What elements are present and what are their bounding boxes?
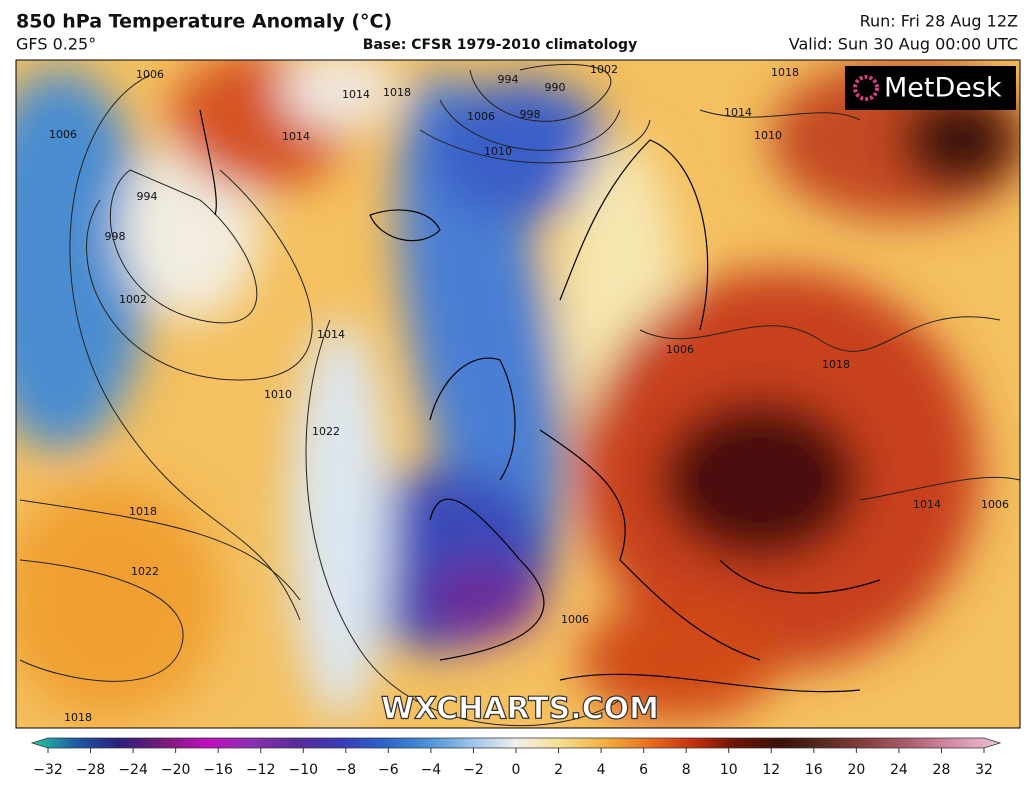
isobar-label: 1018 (383, 86, 411, 99)
colorbar-tick-label: −32 (33, 762, 63, 778)
base: Base: CFSR 1979-2010 climatology (363, 37, 637, 53)
colorbar-tick-label: −8 (335, 762, 356, 778)
colorbar-tick-label: 10 (720, 762, 738, 778)
isobar-label: 1018 (129, 505, 157, 518)
colorbar-tick-label: −6 (378, 762, 399, 778)
colorbar-tick-label: 2 (554, 762, 563, 778)
isobar-label: 998 (520, 108, 541, 121)
colorbar-tick-label: 24 (890, 762, 908, 778)
isobar-label: 998 (105, 230, 126, 243)
colorbar-tick-label: −4 (421, 762, 442, 778)
isobar-label: 1018 (64, 711, 92, 724)
isobar-label: 1018 (822, 358, 850, 371)
logo-box (845, 66, 1016, 110)
isobar-label: 1006 (136, 68, 164, 81)
map: 1006101499499810021010101410221018102210… (16, 60, 1020, 728)
colorbar-tick-label: 12 (762, 762, 780, 778)
colorbar (30, 737, 1002, 749)
watermark: WXCHARTS.COM (381, 692, 659, 727)
isobar-label: 1014 (342, 88, 370, 101)
isobar-label: 1014 (282, 130, 310, 143)
model: GFS 0.25° (16, 35, 96, 54)
isobar-label: 1006 (467, 110, 495, 123)
colorbar-tick-label: 0 (512, 762, 521, 778)
isobar-label: 1014 (317, 328, 345, 341)
isobar-label: 1018 (771, 66, 799, 79)
run: Run: Fri 28 Aug 12Z (860, 12, 1018, 31)
isobar-label: 1022 (131, 565, 159, 578)
isobar-label: 1006 (981, 498, 1009, 511)
map-frame (15, 59, 1021, 729)
isobar-label: 1022 (312, 425, 340, 438)
isobar-label: 990 (545, 81, 566, 94)
title: 850 hPa Temperature Anomaly (°C) (16, 11, 392, 33)
colorbar-tick-label: −24 (118, 762, 148, 778)
colorbar-tick-label: −12 (246, 762, 276, 778)
isobar-label: 1002 (590, 63, 618, 76)
isobar-label: 1014 (724, 106, 752, 119)
logo: MetDesk (884, 73, 1002, 104)
isobar-label: 1006 (666, 343, 694, 356)
colorbar-tick-label: −20 (161, 762, 191, 778)
colorbar-tick-label: 6 (639, 762, 648, 778)
isobar-label: 1010 (264, 388, 292, 401)
logo-icon (853, 75, 879, 101)
colorbar-tick-label: −16 (203, 762, 233, 778)
isobar-label: 1010 (754, 129, 782, 142)
isobar-label: 1002 (119, 293, 147, 306)
colorbar-tick-label: −28 (76, 762, 106, 778)
colorbar-tick-label: 4 (597, 762, 606, 778)
colorbar-tick-label: 20 (847, 762, 865, 778)
colorbar-tick-label: 32 (975, 762, 993, 778)
colorbar-tick-label: 16 (805, 762, 823, 778)
isobar-label: 1010 (484, 145, 512, 158)
colorbar-tick-label: −10 (288, 762, 318, 778)
colorbar-tick-label: −2 (463, 762, 484, 778)
isobar-label: 994 (498, 73, 519, 86)
colorbar-tick-label: 8 (682, 762, 691, 778)
colorbar-tick-label: 28 (933, 762, 951, 778)
isobar-label: 1006 (561, 613, 589, 626)
isobar-label: 1006 (49, 128, 77, 141)
valid: Valid: Sun 30 Aug 00:00 UTC (789, 35, 1018, 54)
isobar-label: 994 (137, 190, 158, 203)
isobar-label: 1014 (913, 498, 941, 511)
